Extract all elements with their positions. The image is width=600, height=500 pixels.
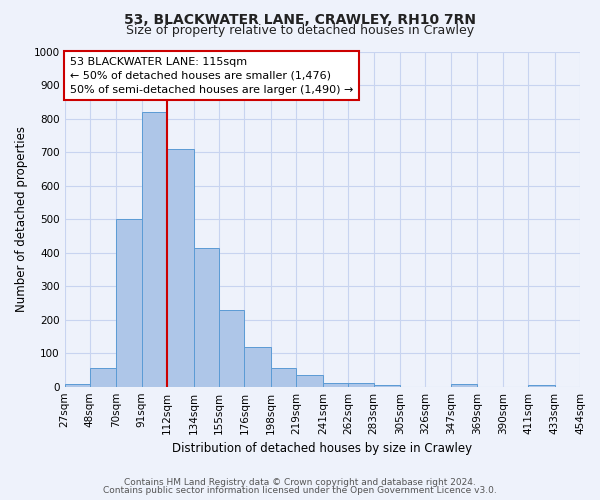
Bar <box>374 385 400 386</box>
Text: 53, BLACKWATER LANE, CRAWLEY, RH10 7RN: 53, BLACKWATER LANE, CRAWLEY, RH10 7RN <box>124 12 476 26</box>
Bar <box>323 382 348 386</box>
Bar <box>219 310 244 386</box>
Text: Size of property relative to detached houses in Crawley: Size of property relative to detached ho… <box>126 24 474 37</box>
Bar <box>194 248 219 386</box>
Bar <box>244 348 271 387</box>
Bar <box>167 148 194 386</box>
Bar <box>116 219 142 386</box>
Bar <box>296 375 323 386</box>
Bar <box>348 382 374 386</box>
Y-axis label: Number of detached properties: Number of detached properties <box>15 126 28 312</box>
Bar <box>142 112 167 386</box>
Text: Contains HM Land Registry data © Crown copyright and database right 2024.: Contains HM Land Registry data © Crown c… <box>124 478 476 487</box>
Text: Contains public sector information licensed under the Open Government Licence v3: Contains public sector information licen… <box>103 486 497 495</box>
X-axis label: Distribution of detached houses by size in Crawley: Distribution of detached houses by size … <box>172 442 472 455</box>
Bar <box>271 368 296 386</box>
Bar <box>451 384 478 386</box>
Bar <box>90 368 116 386</box>
Text: 53 BLACKWATER LANE: 115sqm
← 50% of detached houses are smaller (1,476)
50% of s: 53 BLACKWATER LANE: 115sqm ← 50% of deta… <box>70 56 353 94</box>
Bar <box>528 385 554 386</box>
Bar <box>65 384 90 386</box>
